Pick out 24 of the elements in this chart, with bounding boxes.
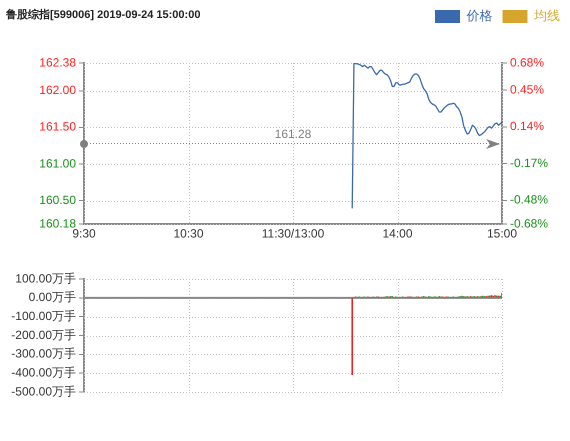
y-tick-label: 161.00: [39, 156, 76, 170]
y2-tick-label: -0.17%: [510, 156, 548, 170]
legend-label: 价格: [466, 8, 492, 24]
x-tick-label: 11:30/13:00: [262, 226, 325, 241]
y-tick-label: -100.00万手: [11, 308, 76, 323]
y2-tick-label: 0.68%: [510, 55, 544, 70]
y-tick-label: 162.38: [39, 55, 76, 70]
y-tick-label: -300.00万手: [11, 346, 76, 361]
chart-title: 鲁股综指[599006] 2019-09-24 15:00:00: [6, 8, 200, 22]
y-tick-label: -200.00万手: [11, 328, 76, 342]
y-tick-label: -400.00万手: [11, 365, 76, 380]
legend-label: 均线: [533, 8, 560, 24]
x-tick-label: 14:00: [382, 226, 413, 241]
y-tick-label: 0.00万手: [28, 290, 76, 304]
x-tick-label: 10:30: [173, 226, 204, 241]
y-tick-label: 100.00万手: [15, 271, 76, 286]
y-tick-label: -500.00万手: [11, 384, 76, 398]
y-tick-label: 162.00: [39, 83, 76, 98]
ref-line-label: 161.28: [274, 126, 312, 141]
y2-tick-label: 0.45%: [510, 82, 544, 97]
y-tick-label: 160.50: [39, 192, 76, 207]
y2-tick-label: -0.48%: [510, 192, 548, 207]
y2-tick-label: 0.14%: [510, 119, 544, 134]
y-tick-label: 161.50: [39, 120, 76, 134]
